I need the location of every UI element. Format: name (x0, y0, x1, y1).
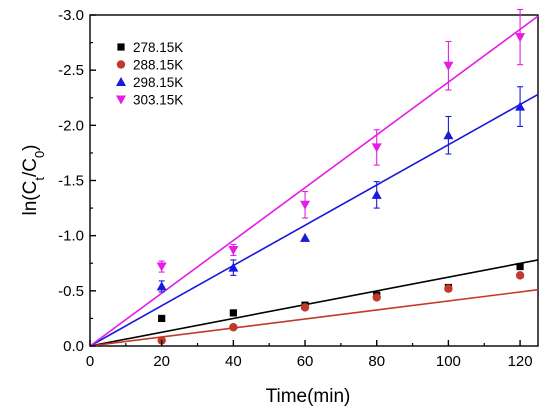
legend-label: 278.15K (133, 40, 183, 55)
y-axis-title-suffix: ) (20, 144, 41, 150)
y-tick-label: -1.5 (58, 173, 84, 190)
data-markers (156, 33, 526, 345)
legend-label: 288.15K (133, 58, 183, 73)
y-axis-title-sub1: t (32, 177, 47, 181)
axes: 0 20 40 60 80 100 120 0.0 -0.5 -1.0 -1.5 -2.0 -2.5 -3… (58, 7, 532, 370)
x-tick-label: 0 (86, 353, 94, 370)
data-point (515, 33, 526, 43)
x-tick-label: 100 (436, 353, 461, 370)
data-point (443, 130, 454, 140)
data-point (156, 262, 167, 272)
y-axis-title-mid: /C (20, 158, 41, 177)
data-point (371, 143, 382, 153)
data-point (158, 314, 166, 323)
y-axis-title-sub2: 0 (32, 151, 47, 158)
data-point (516, 262, 524, 271)
fit-lines (89, 15, 539, 347)
data-point (515, 271, 525, 280)
x-tick-label: 80 (368, 353, 385, 370)
fit-line (89, 288, 539, 347)
legend-marker (116, 60, 126, 69)
data-point (228, 246, 239, 256)
y-axis-title-prefix: ln(C (20, 181, 41, 216)
y-tick-label: -1.0 (58, 228, 84, 245)
x-tick-label: 120 (508, 353, 533, 370)
data-point (300, 232, 311, 242)
data-point (372, 293, 381, 302)
legend-label: 303.15K (133, 93, 183, 108)
x-axis-title: Time(min) (266, 386, 351, 407)
data-point (515, 101, 526, 111)
data-point (229, 309, 237, 317)
y-axis-title: ln(Ct/C0) (20, 144, 47, 215)
legend-label: 298.15K (133, 75, 183, 90)
y-tick-label: -2.0 (58, 117, 84, 134)
data-point (228, 262, 239, 272)
y-tick-label: -3.0 (58, 7, 84, 24)
data-point (444, 284, 453, 293)
y-tick-label: -0.5 (58, 283, 84, 300)
data-point (156, 281, 167, 291)
y-tick-label: 0.0 (63, 338, 84, 355)
fit-line (89, 93, 539, 347)
data-point (229, 323, 238, 332)
x-tick-label: 60 (297, 353, 314, 370)
legend-marker (116, 95, 126, 105)
data-point (300, 303, 310, 312)
x-tick-label: 40 (225, 353, 242, 370)
fit-line (89, 259, 539, 347)
legend-marker (117, 43, 125, 51)
data-point (300, 200, 311, 210)
legend-marker (116, 77, 126, 86)
y-tick-label: -2.5 (58, 62, 84, 79)
legend: 278.15K 288.15K 298.15K 303.15K (116, 40, 183, 108)
x-tick-label: 20 (153, 353, 170, 370)
data-point (371, 189, 382, 199)
fit-line (89, 15, 539, 347)
data-point (443, 61, 454, 71)
